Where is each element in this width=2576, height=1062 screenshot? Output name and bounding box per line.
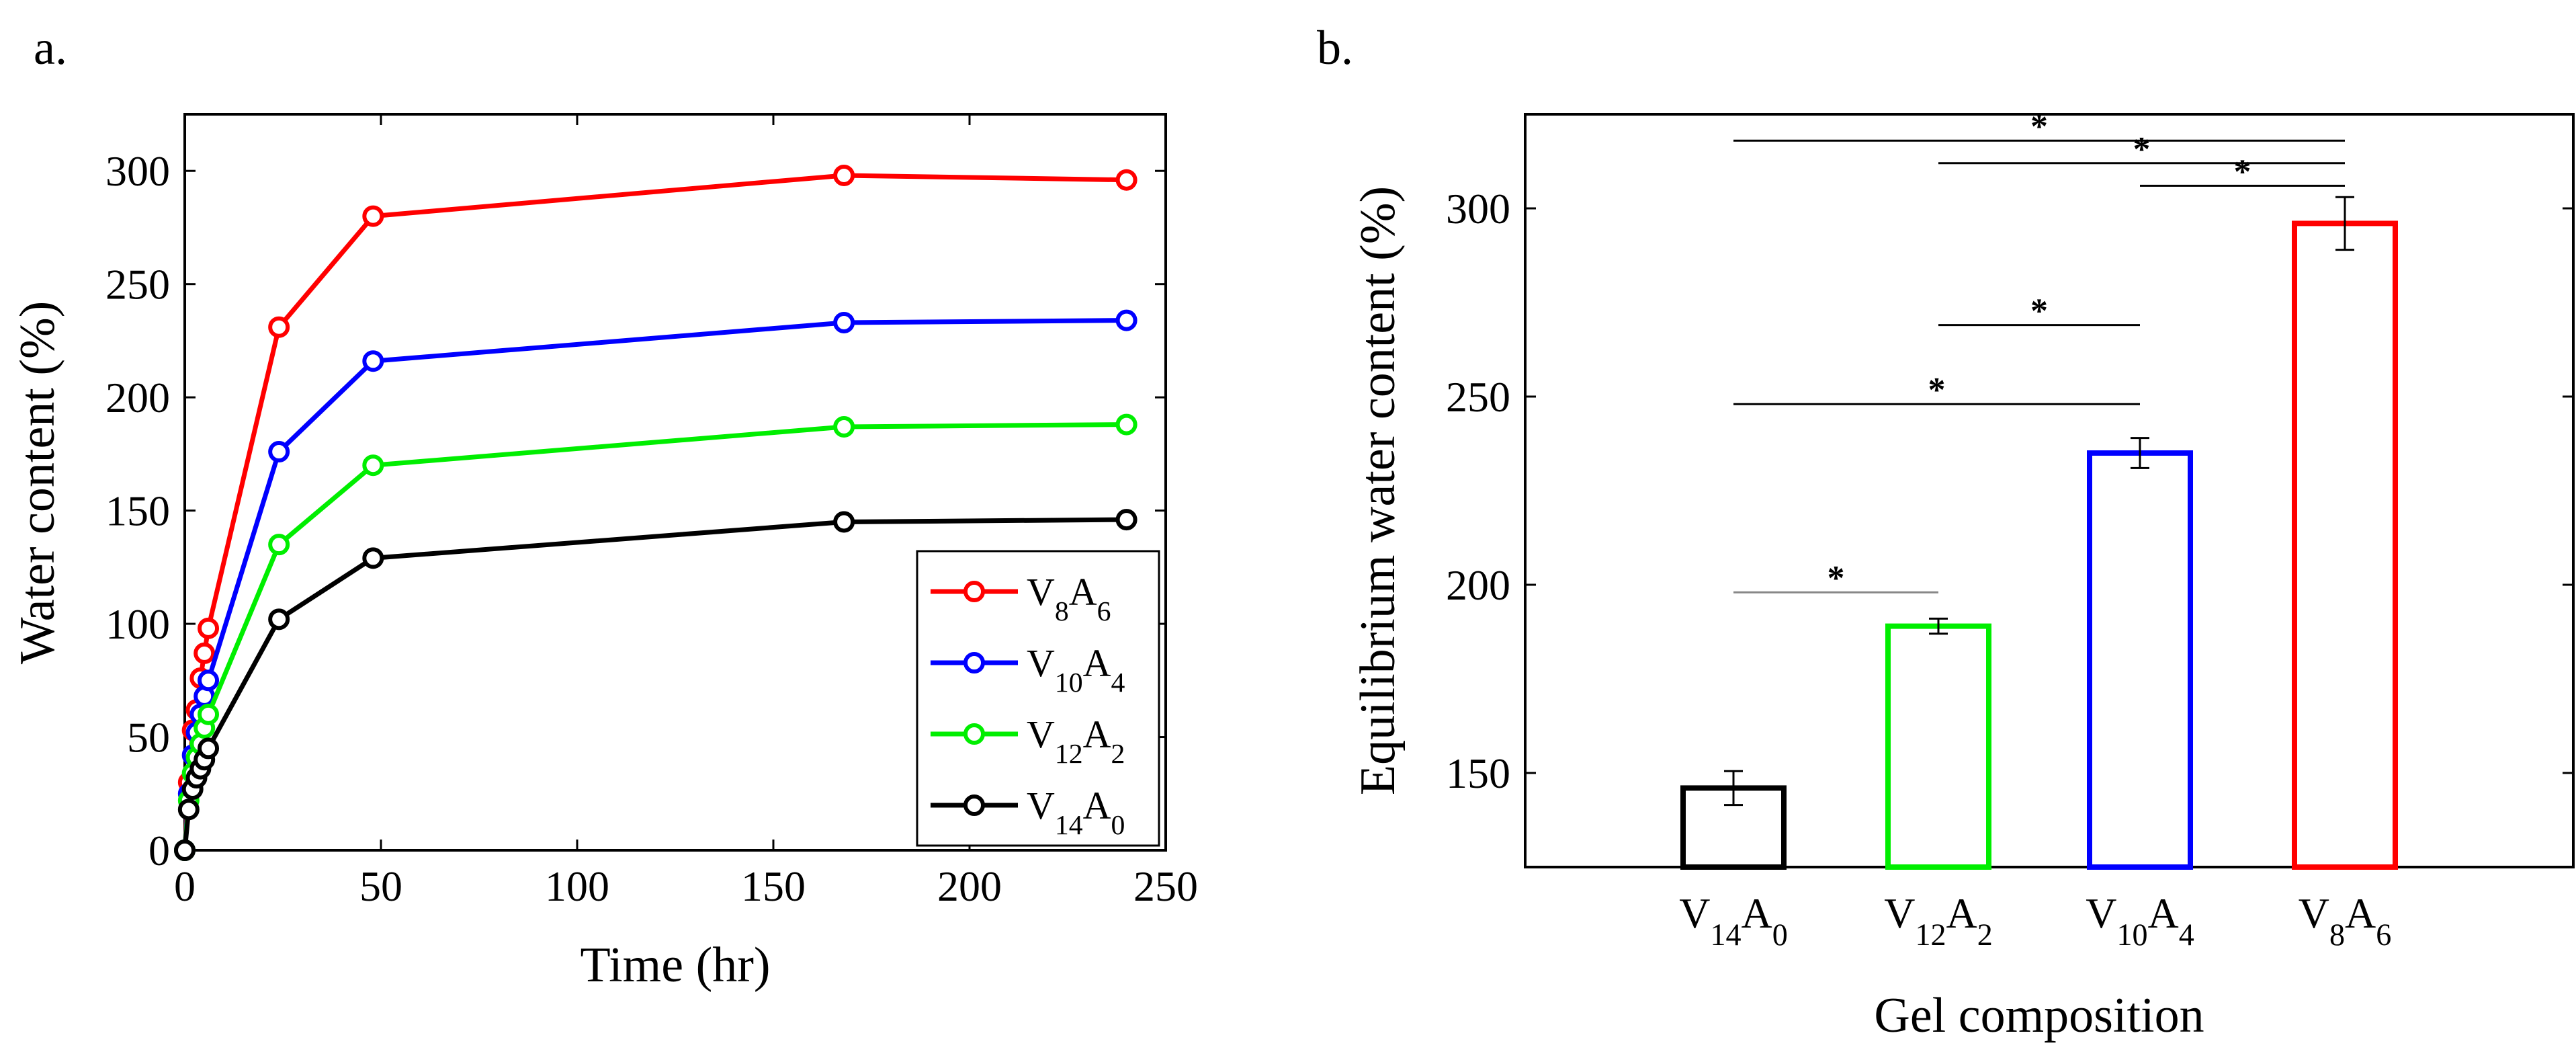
data-point-V8A6 [362, 205, 384, 227]
panel-b-label: b. [1317, 21, 1353, 75]
legend-label-V12A2: V12A2 [1027, 712, 1125, 770]
data-point-V14A0 [177, 799, 200, 821]
panel-b-x-ticks: V14A0 V12A2 V10A4 V8A6 [1679, 889, 2391, 952]
significance-star: * [2030, 292, 2048, 331]
significance-star: * [2133, 130, 2151, 169]
data-point-V10A4 [362, 350, 384, 372]
y-tick-label: 300 [105, 147, 170, 195]
data-point-V8A6 [194, 642, 216, 664]
data-point-V12A2 [833, 415, 855, 438]
data-point-V8A6 [1115, 169, 1137, 191]
y-tick-label: 0 [148, 827, 170, 874]
data-point-V12A2 [198, 703, 220, 725]
y-tick-label: 250 [1446, 373, 1510, 421]
legend-box [916, 550, 1160, 847]
panel-b-axes-box [1524, 113, 2575, 868]
data-point-V8A6 [268, 316, 290, 338]
data-point-V12A2 [1115, 413, 1137, 436]
y-tick-label: 250 [105, 261, 170, 309]
significance-star: * [2234, 153, 2251, 191]
data-point-V10A4 [833, 311, 855, 333]
y-tick-label: 200 [105, 374, 170, 421]
panel-a: a. 0 50 100 150 200 250 0 50 100 150 200 250 300 Ti… [10, 21, 1198, 993]
data-point-V14A0 [198, 737, 220, 760]
significance-star: * [2030, 108, 2048, 146]
panel-a-y-ticks: 0 50 100 150 200 250 300 [105, 147, 1166, 874]
panel-a-axes-box [183, 113, 1167, 852]
y-tick-label: 200 [1446, 561, 1510, 609]
panel-a-x-axis-title: Time (hr) [581, 938, 771, 993]
significance-star: * [1928, 371, 1946, 409]
panel-a-label: a. [34, 21, 67, 75]
x-tick-label: 200 [937, 862, 1002, 910]
legend-label-V10A4: V10A4 [1027, 641, 1125, 698]
bar-V12A2 [1885, 623, 1991, 870]
x-tick-label: 100 [545, 862, 609, 910]
x-tick-label-V14A0: V14A0 [1679, 889, 1788, 952]
panel-b: b. 150 200 250 300 * * * * * * V14A0 V12A2 V10A4 V8… [1317, 21, 2575, 1043]
data-point-V14A0 [174, 840, 196, 861]
legend-marker-V10A4 [963, 652, 985, 673]
data-point-V14A0 [1115, 509, 1137, 531]
significance-star: * [1828, 559, 1845, 598]
legend-label-V8A6: V8A6 [1027, 570, 1111, 627]
x-tick-label-V10A4: V10A4 [2086, 889, 2194, 952]
data-point-V10A4 [198, 669, 220, 692]
data-point-V12A2 [268, 534, 290, 556]
data-point-V10A4 [268, 441, 290, 463]
panel-a-series [174, 164, 1137, 861]
legend-marker-V8A6 [963, 581, 985, 602]
x-tick-label: 50 [359, 862, 402, 910]
data-point-V8A6 [198, 617, 220, 639]
data-point-V8A6 [833, 164, 855, 186]
bar-V8A6 [2292, 220, 2398, 870]
panel-b-y-ticks: 150 200 250 300 [1446, 185, 2573, 797]
data-point-V14A0 [362, 547, 384, 569]
y-tick-label: 150 [1446, 749, 1510, 797]
panel-b-y-axis-title: Equilibrium water content (%) [1350, 186, 1406, 795]
y-tick-label: 100 [105, 600, 170, 648]
x-tick-label: 0 [174, 862, 196, 910]
data-point-V12A2 [362, 454, 384, 477]
legend-label-V14A0: V14A0 [1027, 784, 1125, 841]
legend-marker-V14A0 [963, 794, 985, 816]
data-point-V14A0 [833, 511, 855, 533]
bar-V10A4 [2087, 450, 2193, 870]
panel-a-y-axis-title: Water content (%) [10, 301, 65, 665]
panel-b-bars [1680, 196, 2398, 870]
x-tick-label-V8A6: V8A6 [2299, 889, 2392, 952]
y-tick-label: 300 [1446, 185, 1510, 233]
panel-a-x-ticks: 0 50 100 150 200 250 [174, 114, 1198, 910]
panel-a-legend: V8A6 V10A4 V12A2 V14A0 [916, 550, 1160, 847]
x-tick-label: 150 [741, 862, 806, 910]
y-tick-label: 50 [127, 714, 170, 762]
panel-b-x-axis-title: Gel composition [1874, 988, 2204, 1043]
x-tick-label: 250 [1133, 862, 1198, 910]
panel-b-significance: * * * * * * [1733, 108, 2345, 598]
y-tick-label: 150 [105, 487, 170, 535]
x-tick-label-V12A2: V12A2 [1884, 889, 1993, 952]
data-point-V14A0 [268, 608, 290, 630]
legend-marker-V12A2 [963, 723, 985, 745]
data-point-V10A4 [1115, 309, 1137, 331]
